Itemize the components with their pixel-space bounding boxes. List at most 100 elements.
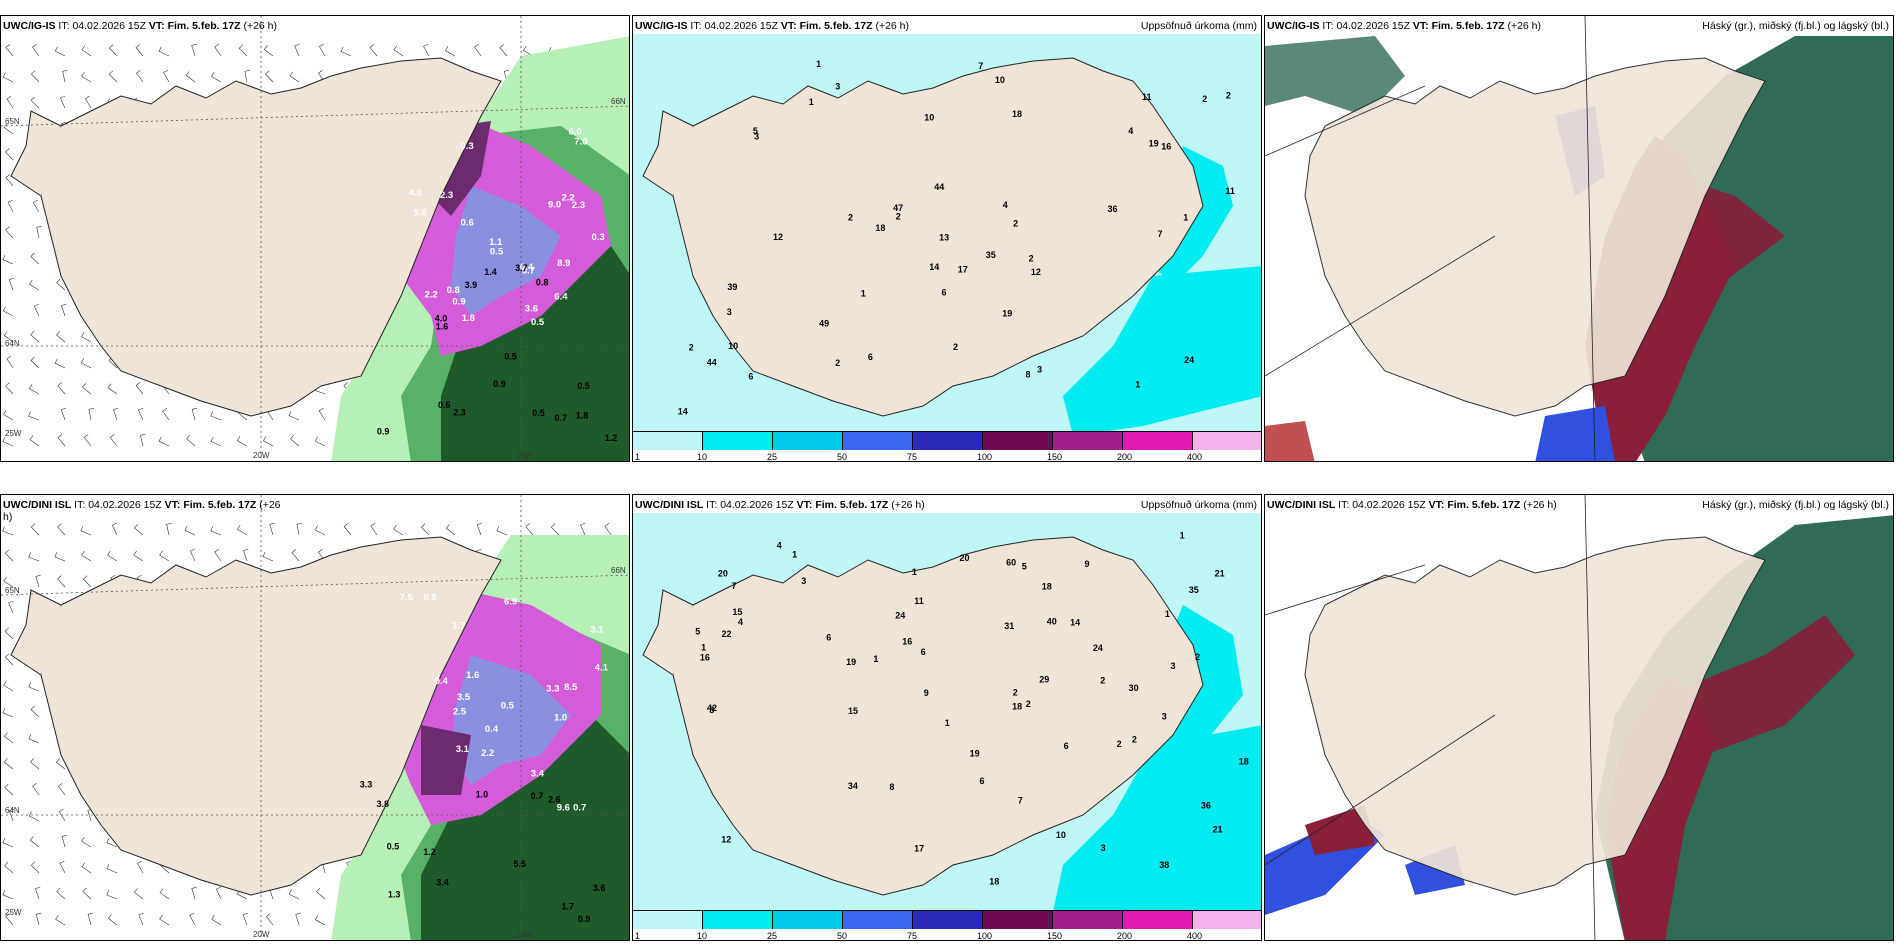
wind-barb — [476, 522, 482, 536]
value-label: 2.3 — [453, 408, 466, 418]
wind-barb — [138, 912, 144, 926]
land-mass — [1304, 57, 1766, 417]
wind-barb — [370, 522, 378, 536]
precip-value: 16 — [700, 653, 710, 663]
wind-barb — [29, 435, 40, 447]
precip-value: 16 — [902, 637, 912, 647]
lead-time: (+26 h) — [891, 499, 925, 511]
snow-field-lavender — [451, 186, 561, 316]
wind-barb — [56, 887, 66, 900]
wind-barb — [185, 71, 196, 83]
wind-barb — [81, 45, 92, 57]
mid-cloud-field — [1265, 421, 1315, 461]
product-name: Háský (gr.), miðský (fj.bl.) og lágský (… — [1702, 499, 1889, 511]
wind-barb — [135, 70, 144, 83]
precip-value: 1 — [809, 97, 814, 107]
precip-field-cyan — [1053, 725, 1261, 912]
wind-barb — [580, 522, 586, 536]
precip-value: 6 — [868, 352, 873, 362]
wind-barb — [191, 43, 197, 57]
precip-value: 2 — [1117, 739, 1122, 749]
wind-barb — [210, 436, 222, 447]
value-label: 0.9 — [452, 297, 465, 308]
value-label: 0.4 — [435, 676, 449, 687]
wind-barb — [54, 46, 66, 57]
value-label: 1.3 — [388, 889, 401, 899]
wind-barb — [214, 43, 222, 57]
precip-value: 18 — [1012, 109, 1022, 119]
value-label: 0.5 — [504, 351, 517, 361]
precip-value: 6 — [1064, 741, 1069, 751]
value-label: 6.4 — [554, 291, 568, 302]
colorbar-swatch — [843, 432, 913, 450]
wind-barb — [159, 550, 170, 562]
wind-barb — [214, 549, 222, 562]
wind-barb — [137, 407, 144, 421]
value-label: 2.6 — [548, 794, 561, 804]
wind-barb — [5, 226, 14, 239]
lon-label: 20W — [253, 930, 270, 939]
it-label: IT: — [690, 20, 702, 32]
colorbar-label: 150 — [1047, 452, 1063, 462]
wind-barb — [265, 70, 274, 83]
wind-barb — [211, 72, 222, 83]
value-label: 4.1 — [595, 663, 609, 674]
precip-value: 5 — [695, 626, 700, 636]
mid-cloud-field — [1665, 615, 1855, 755]
colorbar-swatch — [983, 432, 1053, 450]
wind-barb — [291, 549, 300, 562]
lead-time: (+26 h) — [1523, 499, 1557, 511]
precip-value: 21 — [1215, 568, 1225, 578]
wind-barb — [30, 758, 40, 770]
wind-barb — [550, 523, 560, 536]
it-value: 04.02.2026 15Z — [1352, 499, 1426, 511]
colorbar: 1 10 25 50 75 100 150 200 400 — [633, 431, 1261, 462]
product-name: Uppsöfnuð úrkoma (mm) — [1140, 20, 1257, 32]
colorbar-label: 10 — [697, 931, 708, 941]
colorbar-swatch — [633, 432, 703, 450]
panel-dini-wind: UWC/DINI ISL IT: 04.02.2026 15Z VT: Fim.… — [0, 494, 630, 941]
precip-value: 34 — [848, 781, 858, 791]
precip-value: 18 — [1042, 582, 1052, 592]
wind-barb — [184, 525, 196, 536]
wind-barb — [30, 705, 40, 718]
wind-barb — [243, 548, 249, 562]
snow-field-dark — [421, 725, 471, 795]
vt-label: VT: — [164, 499, 181, 511]
wind-barb — [6, 355, 14, 369]
vt-value: Fim. 5.feb. 17Z — [815, 499, 889, 511]
value-label: 0.5 — [423, 593, 437, 604]
wind-barb — [30, 523, 40, 536]
precip-value: 18 — [1012, 702, 1022, 712]
precip-value: 2 — [1132, 735, 1137, 745]
wind-barb — [3, 758, 14, 770]
vt-value: Fim. 5.feb. 17Z — [167, 20, 241, 32]
wind-barb — [4, 627, 14, 640]
panel-title: UWC/IG-IS IT: 04.02.2026 15Z VT: Fim. 5.… — [1265, 16, 1893, 36]
map-canvas: 65N 64N 66N 25W 20W 15W 0.50.30.82.3 2.23… — [1, 16, 629, 461]
precip-value: 4 — [738, 617, 743, 627]
precip-value: 8 — [889, 782, 894, 792]
value-label: 0.5 — [490, 247, 504, 258]
value-label: 1.7 — [562, 901, 575, 911]
precip-value: 10 — [728, 341, 738, 351]
wind-barb — [2, 890, 14, 900]
wind-barb — [189, 912, 196, 926]
precip-value: 15 — [848, 706, 858, 716]
wind-barb — [244, 70, 250, 83]
wind-barb — [57, 434, 66, 447]
wind-barb — [5, 913, 14, 926]
model-name: UWC/IG-IS — [1267, 20, 1320, 32]
wind-barb — [269, 522, 275, 536]
wind-barb — [57, 783, 66, 796]
colorbar-label: 10 — [697, 452, 708, 462]
panel-dini-cloud: UWC/DINI ISL IT: 04.02.2026 15Z VT: Fim.… — [1264, 494, 1894, 941]
precip-value: 7 — [1158, 229, 1163, 239]
wind-barb — [5, 44, 14, 57]
product-name: Háský (gr.), miðský (fj.bl.) og lágský (… — [1702, 20, 1889, 32]
wind-barb — [30, 70, 40, 83]
wind-barb — [30, 96, 40, 109]
value-label: 3.1 — [456, 744, 470, 755]
model-name: UWC/IG-IS — [635, 20, 688, 32]
precip-value: 2 — [1026, 699, 1031, 709]
